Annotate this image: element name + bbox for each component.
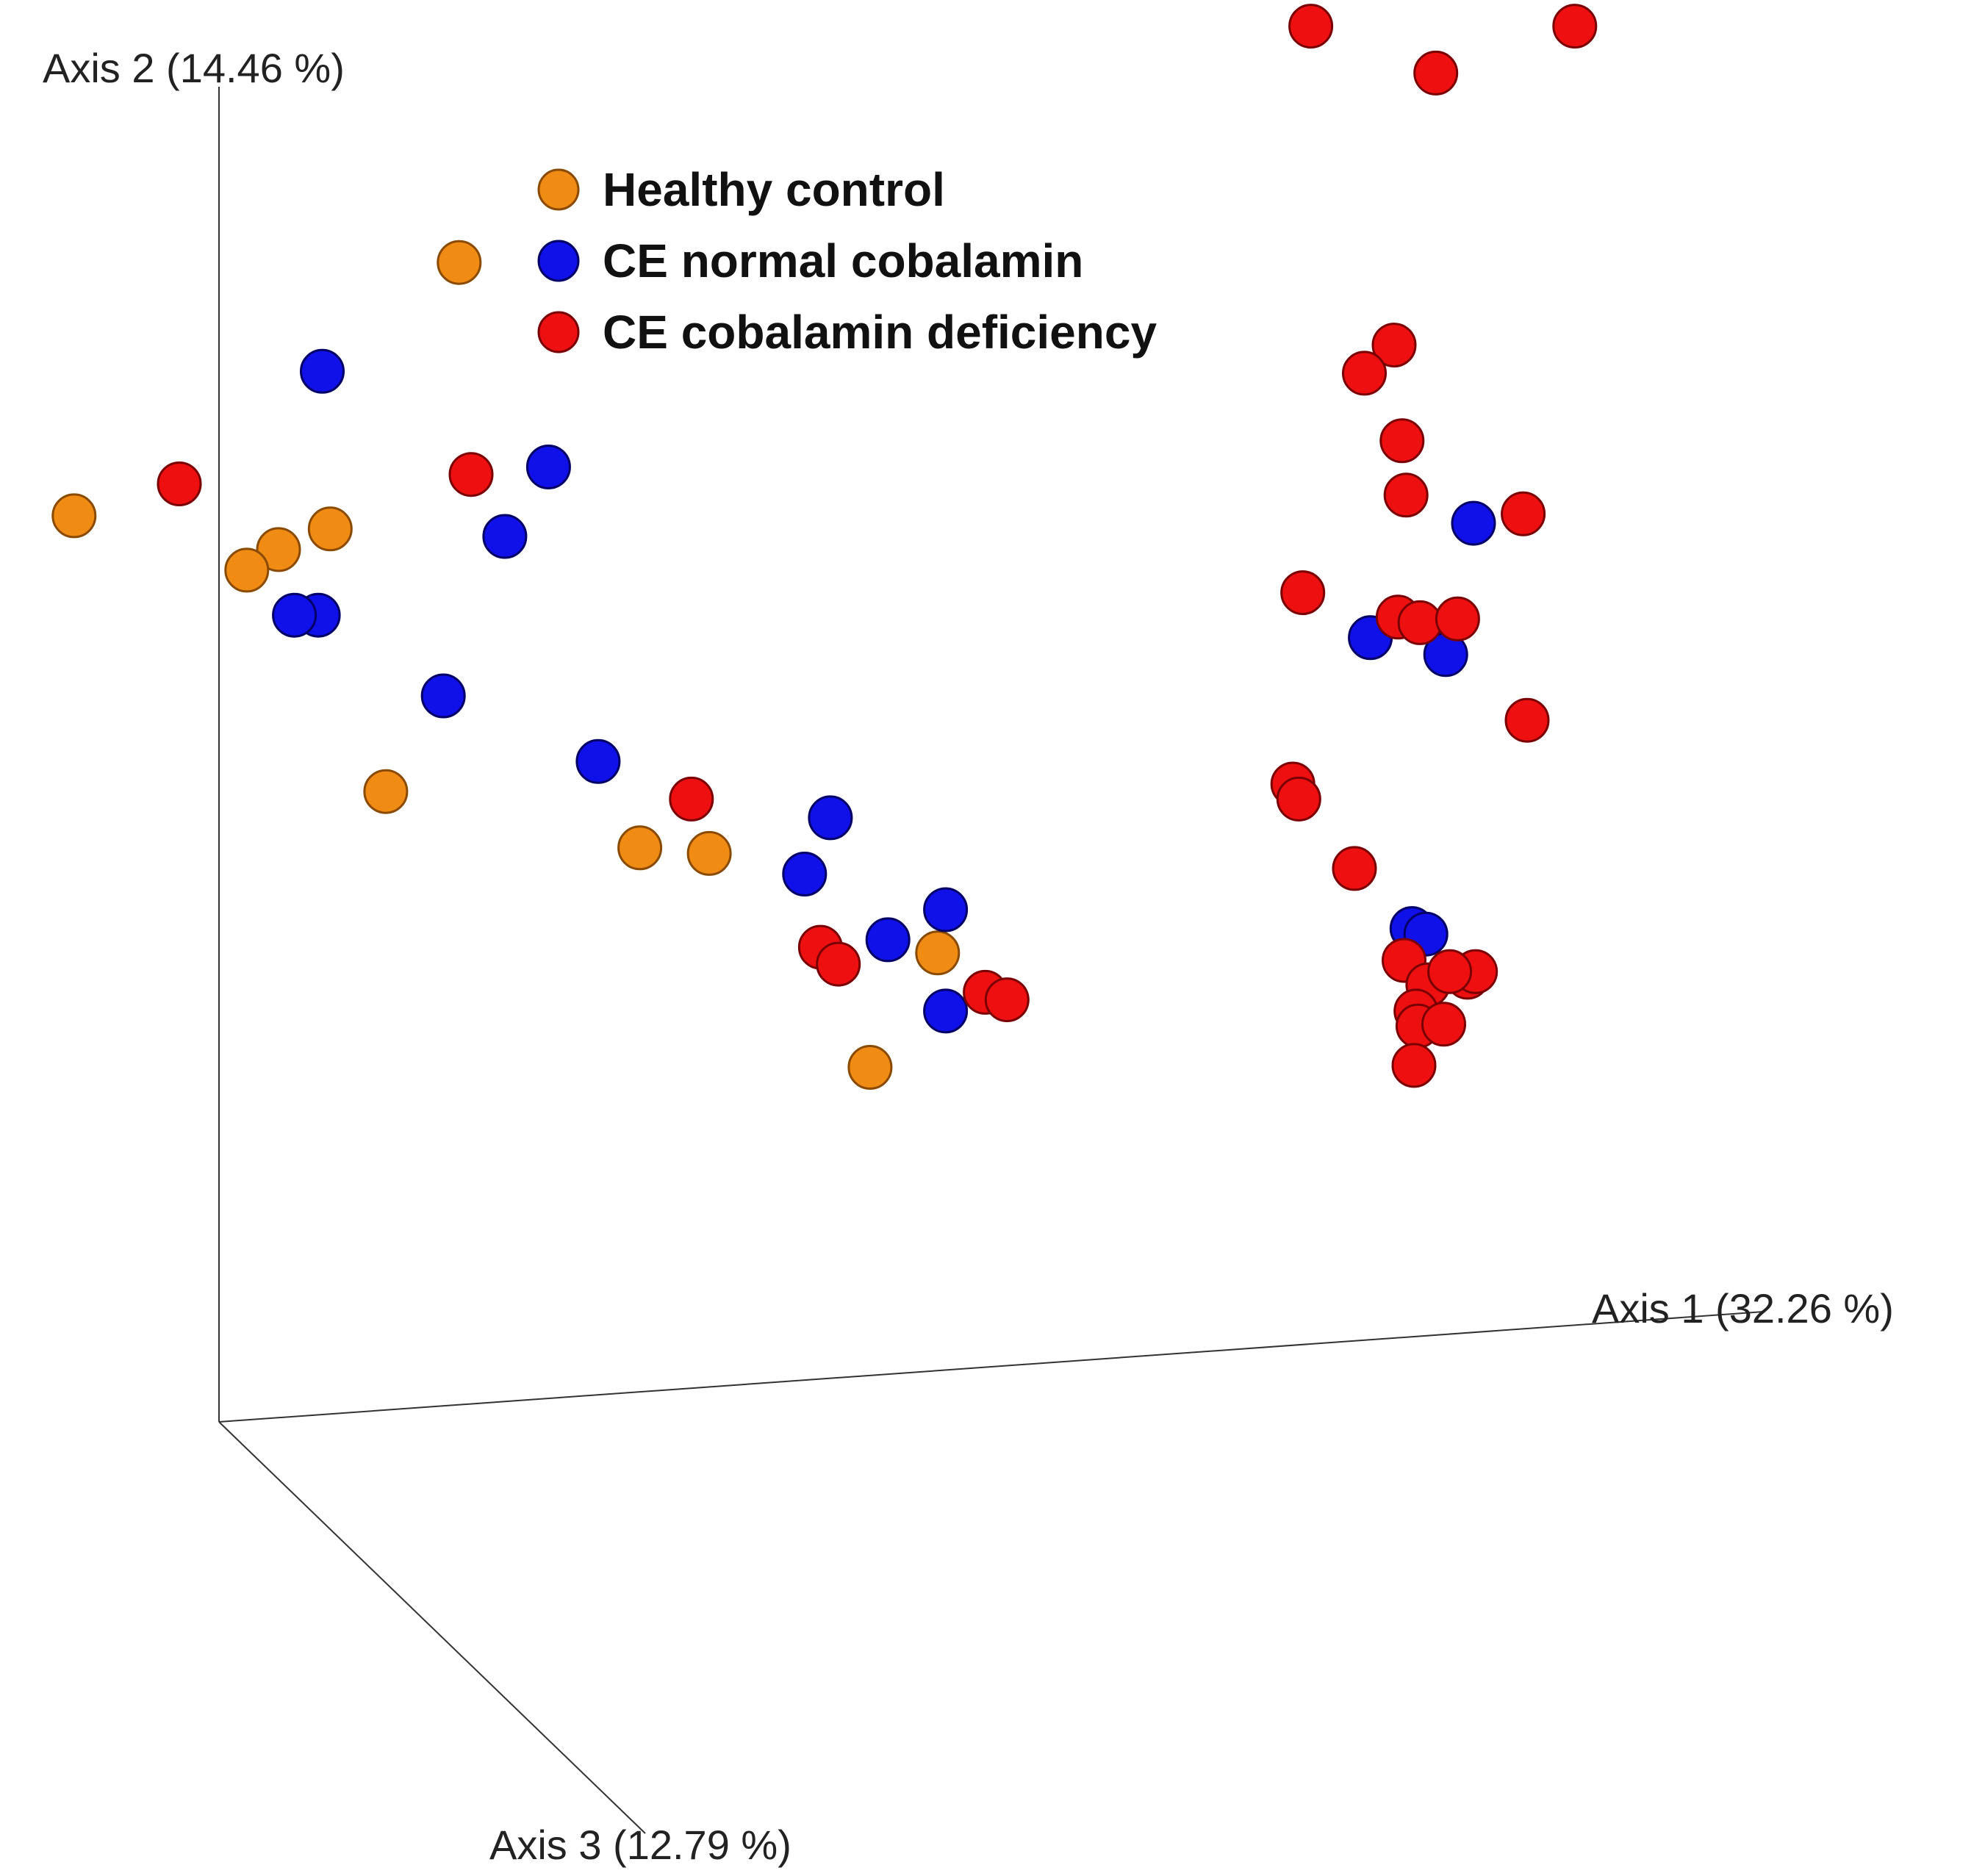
data-point — [448, 452, 494, 497]
data-point — [1332, 846, 1377, 891]
axis-2-label: Axis 2 (14.46 %) — [43, 45, 345, 91]
data-point — [1421, 1002, 1466, 1047]
data-point — [1427, 949, 1473, 994]
data-point — [808, 795, 853, 841]
data-point — [1413, 50, 1459, 96]
data-point — [686, 830, 732, 876]
data-point — [482, 514, 528, 559]
data-point — [1371, 323, 1417, 368]
data-point — [1504, 697, 1550, 743]
series-ce-normal-cobalamin — [272, 348, 1496, 1034]
series-healthy-control — [51, 240, 961, 1090]
data-point — [1435, 596, 1480, 641]
series-ce-cobalamin-deficiency — [157, 4, 1598, 1088]
data-point — [923, 887, 969, 932]
data-point — [300, 348, 345, 394]
data-point — [525, 445, 571, 489]
legend-marker — [537, 240, 580, 282]
legend: Healthy control CE normal cobalamin CE cob… — [537, 163, 1157, 359]
data-point — [915, 930, 961, 976]
data-points — [51, 4, 1598, 1090]
data-point — [1552, 4, 1598, 49]
axes — [218, 87, 1765, 1834]
axis-3-line — [218, 1421, 646, 1834]
data-point — [847, 1045, 893, 1090]
data-point — [272, 592, 317, 638]
data-point — [1280, 570, 1326, 616]
data-point — [1391, 1043, 1437, 1088]
data-point — [256, 527, 301, 572]
data-point — [865, 917, 911, 963]
legend-marker — [537, 311, 580, 353]
data-point — [51, 493, 97, 539]
data-point — [1288, 4, 1334, 49]
axis-3-label: Axis 3 (12.79 %) — [489, 1822, 792, 1868]
axis-1-line — [218, 1311, 1765, 1423]
data-point — [782, 852, 828, 896]
data-point — [1383, 472, 1429, 518]
legend-marker — [537, 168, 580, 211]
data-point — [1501, 491, 1546, 536]
axis-1-label: Axis 1 (32.26 %) — [1592, 1285, 1894, 1331]
legend-label: CE cobalamin deficiency — [603, 306, 1157, 359]
data-point — [363, 769, 409, 814]
data-point — [669, 776, 714, 822]
data-point — [1342, 351, 1387, 396]
legend-label: CE normal cobalamin — [603, 234, 1083, 287]
data-point — [437, 240, 482, 285]
data-point — [1397, 600, 1443, 645]
legend-label: Healthy control — [603, 163, 945, 216]
data-point — [575, 738, 621, 784]
axis-labels: Axis 2 (14.46 %) Axis 1 (32.26 %) Axis 3… — [43, 45, 1894, 1868]
data-point — [307, 506, 353, 552]
data-point — [984, 977, 1030, 1023]
data-point — [816, 941, 861, 987]
data-point — [157, 461, 202, 506]
data-point — [1276, 776, 1321, 822]
data-point — [224, 547, 270, 593]
data-point — [617, 825, 663, 871]
data-point — [420, 673, 466, 719]
data-point — [1451, 500, 1496, 546]
data-point — [1379, 418, 1425, 464]
data-point — [923, 988, 969, 1034]
